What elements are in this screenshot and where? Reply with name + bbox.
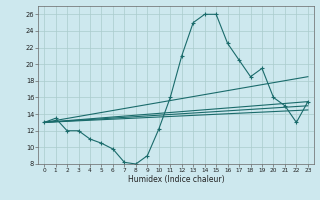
X-axis label: Humidex (Indice chaleur): Humidex (Indice chaleur): [128, 175, 224, 184]
